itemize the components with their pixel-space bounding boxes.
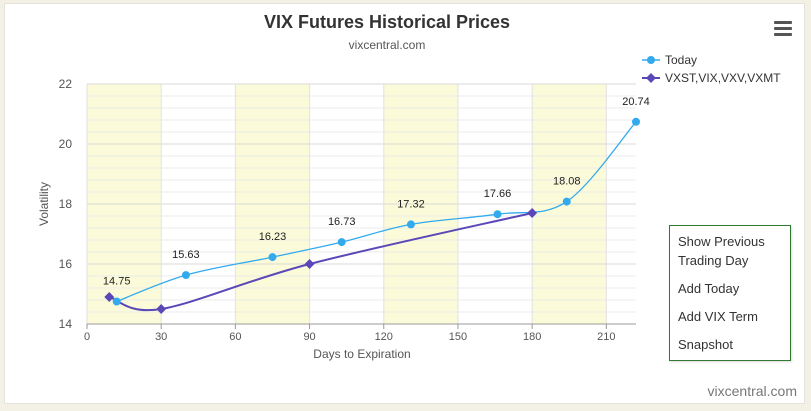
- y-tick-label-14: 14: [59, 317, 73, 331]
- point-s0-3: [337, 238, 346, 247]
- x-tick-label-30: 30: [155, 331, 167, 343]
- credit-text[interactable]: vixcentral.com: [707, 383, 797, 399]
- point-s0-0: [112, 297, 121, 306]
- x-tick-label-90: 90: [303, 331, 315, 343]
- point-s0-7: [632, 117, 640, 126]
- data-label-s0-2: 16.23: [259, 231, 287, 243]
- point-s0-1: [181, 271, 190, 280]
- legend-label-term: VXST,VIX,VXV,VXMT: [665, 71, 781, 85]
- y-tick-label-22: 22: [59, 77, 73, 91]
- y-tick-label-18: 18: [59, 197, 73, 211]
- x-tick-label-0: 0: [84, 331, 90, 343]
- x-axis-label: Days to Expiration: [313, 347, 410, 361]
- menu-item-add-vix-term[interactable]: Add VIX Term: [678, 309, 758, 324]
- x-tick-label-180: 180: [523, 331, 541, 343]
- x-tick-label-210: 210: [597, 331, 615, 343]
- legend-item-today[interactable]: Today: [642, 53, 697, 67]
- point-s1-3: [527, 208, 538, 218]
- point-s0-5: [493, 210, 502, 219]
- chart-menu-icon[interactable]: [772, 18, 794, 38]
- export-menu: Show Previous Trading Day Add Today Add …: [669, 225, 791, 361]
- x-tick-label-120: 120: [375, 331, 393, 343]
- data-label-s0-0: 14.75: [103, 276, 131, 288]
- point-s1-2: [304, 259, 315, 269]
- chart-legend: Today VXST,VIX,VXV,VXMT: [642, 53, 781, 85]
- y-tick-label-16: 16: [59, 257, 73, 271]
- chart-markers: [104, 117, 640, 314]
- x-tick-label-60: 60: [229, 331, 241, 343]
- point-s1-1: [156, 304, 167, 314]
- menu-item-add-today[interactable]: Add Today: [678, 281, 740, 296]
- point-s0-6: [562, 197, 571, 206]
- legend-marker-term: [646, 73, 656, 83]
- data-label-s0-4: 17.32: [397, 198, 425, 210]
- y-tick-label-20: 20: [59, 137, 73, 151]
- x-tick-label-150: 150: [449, 331, 467, 343]
- point-s0-2: [268, 253, 277, 262]
- chart-data-labels: 14.75 15.63 16.23 16.73 17.32 17.66 18.08 20.74: [103, 96, 650, 288]
- menu-item-show-previous-trading-day[interactable]: Show Previous Trading Day: [678, 234, 765, 268]
- chart-subtitle: vixcentral.com: [349, 38, 426, 52]
- data-label-s0-5: 17.66: [484, 188, 512, 200]
- menu-item-snapshot[interactable]: Snapshot: [678, 337, 733, 352]
- legend-item-term[interactable]: VXST,VIX,VXV,VXMT: [642, 71, 781, 85]
- chart-ticks: 0 30 60 90 120 150 180 210 14 16 18 20 22: [59, 77, 616, 343]
- series-line-1: [108, 212, 533, 312]
- point-s0-4: [406, 220, 415, 229]
- legend-label-today: Today: [665, 53, 697, 67]
- legend-marker-today: [647, 56, 655, 64]
- data-label-s0-6: 18.08: [553, 176, 581, 188]
- data-label-s0-7: 20.74: [622, 96, 650, 108]
- y-axis-label: Volatility: [37, 182, 51, 226]
- chart-title: VIX Futures Historical Prices: [264, 12, 510, 32]
- data-label-s0-3: 16.73: [328, 216, 356, 228]
- chart-grid: [86, 83, 636, 325]
- data-label-s0-1: 15.63: [172, 249, 200, 261]
